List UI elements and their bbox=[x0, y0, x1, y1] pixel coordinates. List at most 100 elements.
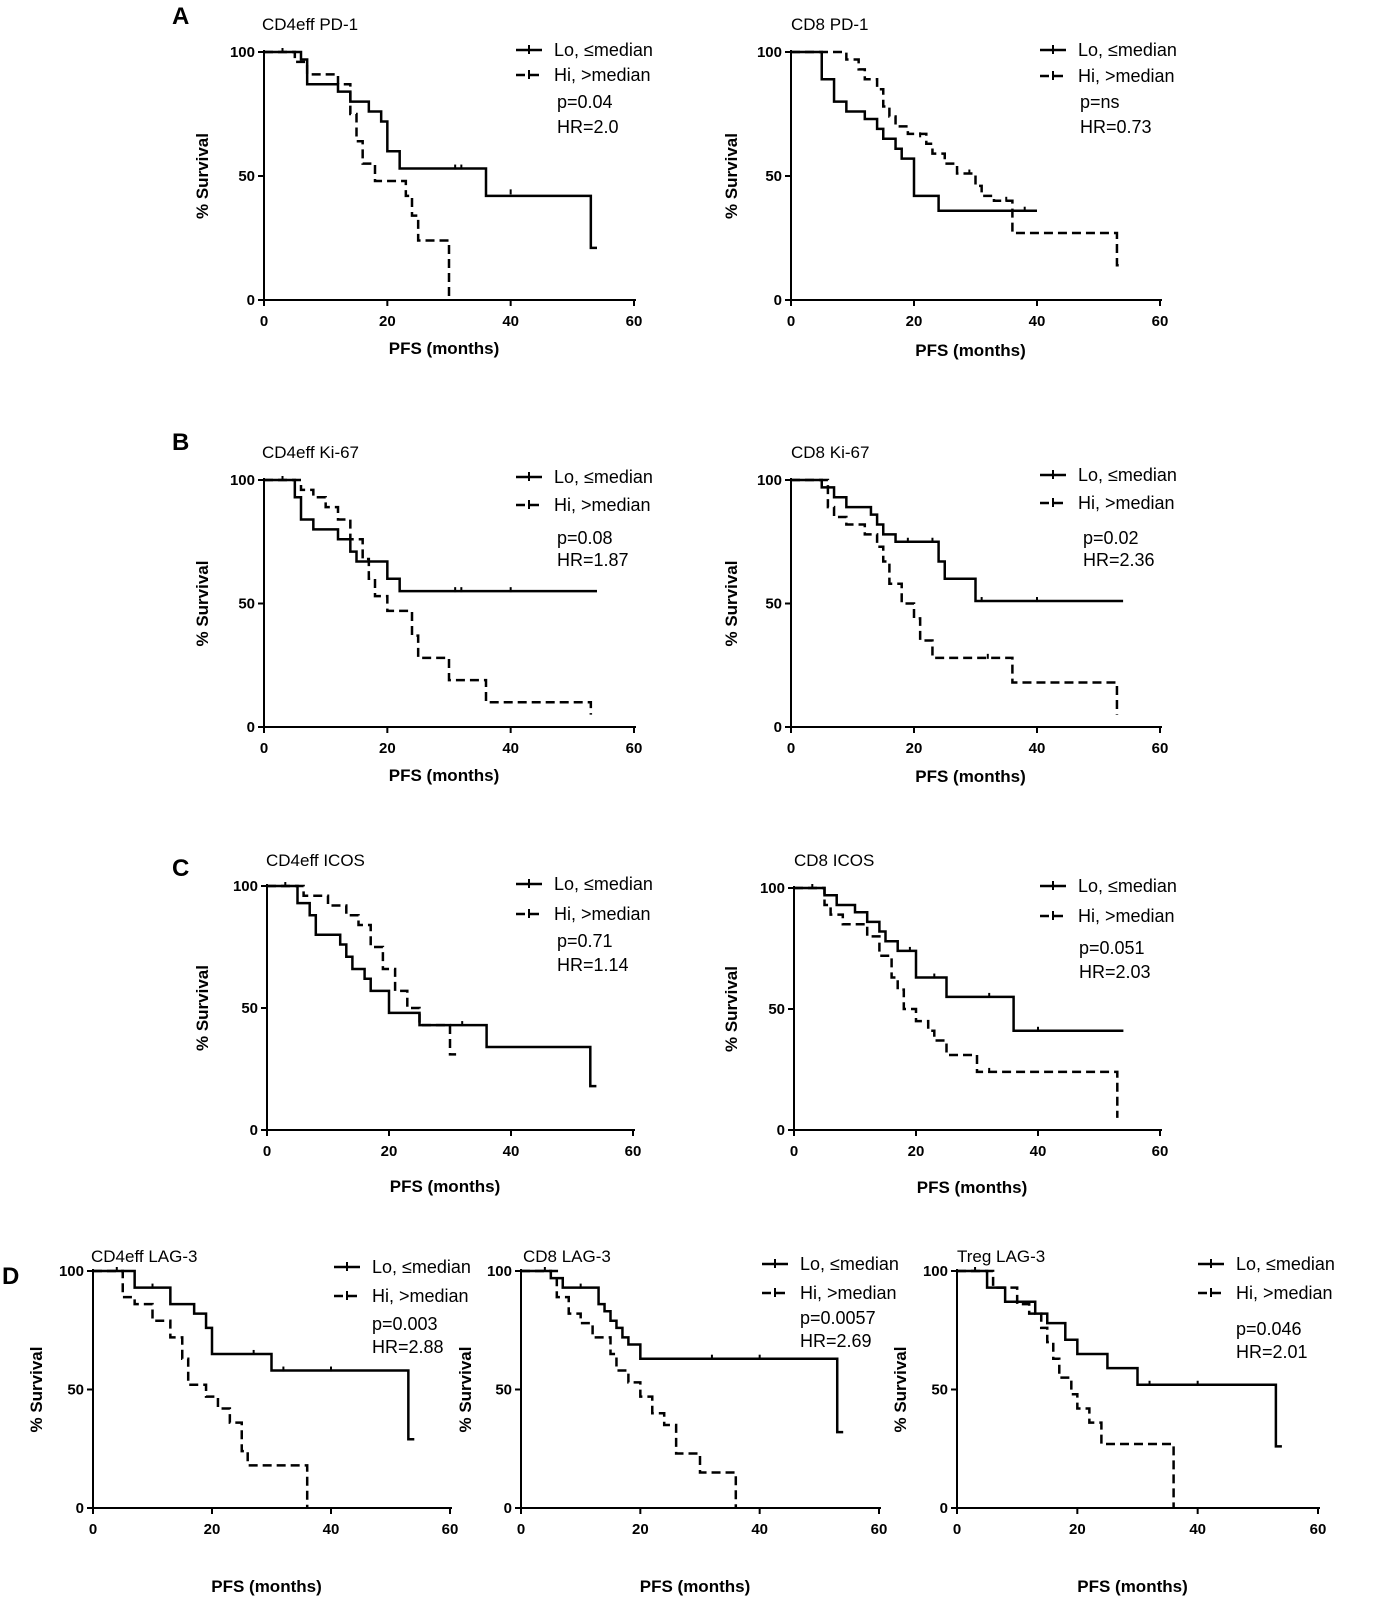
x-tick-label: 0 bbox=[263, 1143, 271, 1160]
x-tick-label: 0 bbox=[89, 1521, 97, 1538]
survival-curve-hi bbox=[267, 884, 457, 1056]
survival-curve-lo bbox=[93, 1269, 415, 1441]
x-tick-label: 20 bbox=[1069, 1521, 1086, 1538]
chart-treg-lag3: Treg LAG-3 0 20 40 60 0 50 100 PFS (months) % Sur… bbox=[891, 1247, 1335, 1596]
survival-curve-lo bbox=[791, 478, 1124, 603]
y-tick-label: 100 bbox=[59, 1263, 84, 1280]
survival-curve-lo bbox=[957, 1269, 1282, 1448]
hazard-ratio: HR=2.01 bbox=[1236, 1342, 1308, 1362]
survival-curve-lo bbox=[794, 886, 1124, 1033]
y-tick-label: 50 bbox=[238, 168, 255, 185]
y-tick-label: 0 bbox=[777, 1122, 785, 1139]
y-tick-label: 50 bbox=[931, 1382, 948, 1399]
y-tick-label: 100 bbox=[760, 880, 785, 897]
chart-title: CD4eff ICOS bbox=[266, 851, 365, 870]
legend-label-lo: Lo, ≤median bbox=[554, 874, 653, 894]
survival-curve-hi bbox=[264, 50, 451, 300]
x-tick-label: 60 bbox=[626, 740, 643, 757]
y-tick-label: 0 bbox=[774, 719, 782, 736]
p-value: p=0.0057 bbox=[800, 1308, 876, 1328]
survival-curve-lo bbox=[264, 50, 597, 250]
x-tick-label: 60 bbox=[1152, 740, 1169, 757]
y-tick-label: 100 bbox=[757, 44, 782, 61]
legend-label-hi: Hi, >median bbox=[1236, 1283, 1333, 1303]
y-axis-title: % Survival bbox=[722, 561, 741, 647]
y-axis-title: % Survival bbox=[891, 1347, 910, 1433]
x-axis-title: PFS (months) bbox=[640, 1577, 751, 1596]
chart-cd4eff-ki67: CD4eff Ki-67 0 20 40 60 0 50 100 PFS (months) % S… bbox=[193, 443, 653, 785]
legend-label-lo: Lo, ≤median bbox=[1236, 1254, 1335, 1274]
x-tick-label: 60 bbox=[871, 1521, 888, 1538]
hazard-ratio: HR=0.73 bbox=[1080, 117, 1152, 137]
chart-title: CD8 Ki-67 bbox=[791, 443, 869, 462]
legend-label-lo: Lo, ≤median bbox=[554, 40, 653, 60]
y-axis-title: % Survival bbox=[722, 133, 741, 219]
y-tick-label: 100 bbox=[487, 1263, 512, 1280]
x-axis-title: PFS (months) bbox=[915, 767, 1026, 786]
legend-label-hi: Hi, >median bbox=[372, 1286, 469, 1306]
x-tick-label: 40 bbox=[1029, 313, 1046, 330]
x-axis-title: PFS (months) bbox=[389, 766, 500, 785]
x-tick-label: 20 bbox=[379, 313, 396, 330]
legend-label-lo: Lo, ≤median bbox=[372, 1257, 471, 1277]
x-tick-label: 40 bbox=[1189, 1521, 1206, 1538]
x-tick-label: 60 bbox=[625, 1143, 642, 1160]
y-tick-label: 100 bbox=[757, 472, 782, 489]
survival-curve-lo bbox=[521, 1269, 844, 1434]
legend-label-hi: Hi, >median bbox=[554, 904, 651, 924]
y-tick-label: 0 bbox=[247, 719, 255, 736]
survival-curve-hi bbox=[957, 1269, 1175, 1508]
chart-cd4eff-pd1: CD4eff PD-1 0 20 40 60 0 50 100 PFS (months) % Su… bbox=[193, 15, 653, 358]
y-tick-label: 50 bbox=[238, 596, 255, 613]
survival-curve-lo bbox=[791, 50, 1037, 212]
p-value: p=0.051 bbox=[1079, 938, 1145, 958]
y-tick-label: 50 bbox=[765, 168, 782, 185]
x-tick-label: 0 bbox=[517, 1521, 525, 1538]
chart-cd8-ki67: CD8 Ki-67 0 20 40 60 0 50 100 PFS (months) % Surv… bbox=[722, 443, 1177, 786]
survival-curve-hi bbox=[521, 1269, 738, 1508]
y-axis-title: % Survival bbox=[193, 561, 212, 647]
x-tick-label: 40 bbox=[502, 740, 519, 757]
x-tick-label: 60 bbox=[1152, 1143, 1169, 1160]
x-axis-title: PFS (months) bbox=[390, 1177, 501, 1196]
legend-label-hi: Hi, >median bbox=[1078, 66, 1175, 86]
x-tick-label: 0 bbox=[953, 1521, 961, 1538]
y-tick-label: 0 bbox=[247, 292, 255, 309]
x-tick-label: 60 bbox=[1152, 313, 1169, 330]
x-tick-label: 40 bbox=[503, 1143, 520, 1160]
p-value: p=0.08 bbox=[557, 528, 613, 548]
chart-title: CD8 PD-1 bbox=[791, 15, 868, 34]
survival-curve-lo bbox=[264, 478, 597, 593]
y-tick-label: 50 bbox=[241, 1000, 258, 1017]
chart-title: CD4eff LAG-3 bbox=[91, 1247, 197, 1266]
x-tick-label: 40 bbox=[1029, 740, 1046, 757]
y-tick-label: 100 bbox=[923, 1263, 948, 1280]
y-tick-label: 0 bbox=[250, 1122, 258, 1139]
y-tick-label: 50 bbox=[768, 1001, 785, 1018]
panel-letter-a: A bbox=[172, 3, 189, 30]
x-tick-label: 0 bbox=[790, 1143, 798, 1160]
chart-title: CD4eff Ki-67 bbox=[262, 443, 359, 462]
p-value: p=0.046 bbox=[1236, 1319, 1302, 1339]
x-tick-label: 0 bbox=[260, 313, 268, 330]
survival-curve-hi bbox=[791, 50, 1124, 267]
survival-curve-lo bbox=[267, 884, 597, 1088]
legend-label-lo: Lo, ≤median bbox=[554, 467, 653, 487]
chart-cd4eff-icos: CD4eff ICOS 0 20 40 60 0 50 100 PFS (months) % Su… bbox=[193, 851, 653, 1196]
p-value: p=0.003 bbox=[372, 1314, 438, 1334]
survival-curve-hi bbox=[264, 478, 593, 715]
p-value: p=0.71 bbox=[557, 931, 613, 951]
chart-cd8-pd1: CD8 PD-1 0 20 40 60 0 50 100 PFS (months) % Survi… bbox=[722, 15, 1177, 360]
chart-title: CD4eff PD-1 bbox=[262, 15, 358, 34]
y-tick-label: 100 bbox=[230, 44, 255, 61]
chart-cd8-lag3: CD8 LAG-3 0 20 40 60 0 50 100 PFS (months) % Surv… bbox=[456, 1247, 899, 1596]
x-axis-title: PFS (months) bbox=[915, 341, 1026, 360]
legend-label-hi: Hi, >median bbox=[1078, 906, 1175, 926]
y-tick-label: 0 bbox=[504, 1500, 512, 1517]
x-tick-label: 20 bbox=[632, 1521, 649, 1538]
x-tick-label: 0 bbox=[260, 740, 268, 757]
x-tick-label: 40 bbox=[1030, 1143, 1047, 1160]
hazard-ratio: HR=2.88 bbox=[372, 1337, 444, 1357]
x-axis-title: PFS (months) bbox=[211, 1577, 322, 1596]
x-tick-label: 20 bbox=[906, 740, 923, 757]
